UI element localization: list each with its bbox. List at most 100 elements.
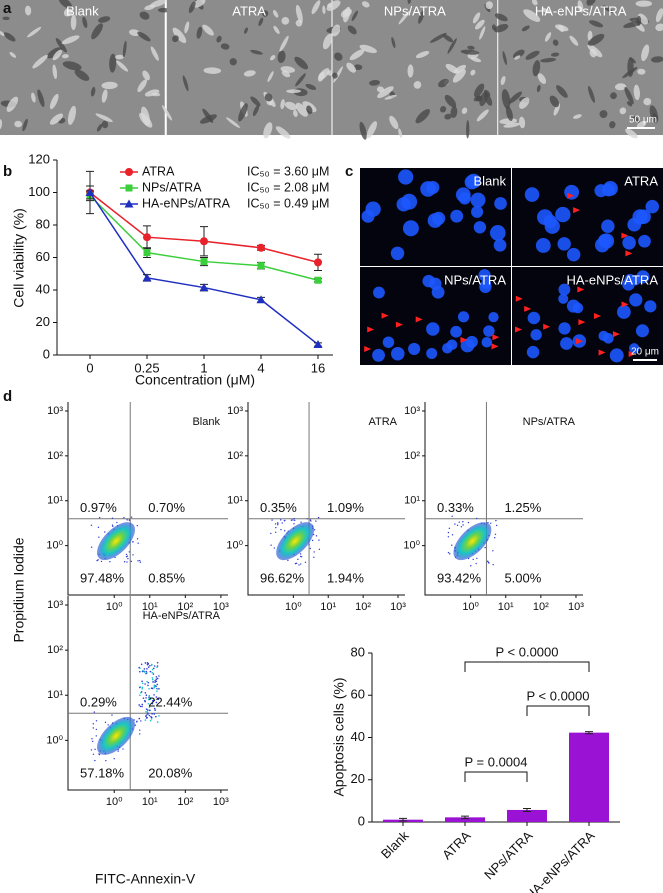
- error-bar: [523, 807, 531, 812]
- event: [318, 548, 321, 551]
- event: [495, 519, 497, 522]
- event: [147, 702, 150, 705]
- cell: [503, 122, 521, 128]
- event: [315, 520, 317, 522]
- cell: [49, 93, 59, 110]
- cell: [476, 109, 489, 122]
- nucleus: [398, 169, 414, 185]
- event: [151, 702, 154, 705]
- x-tick-label: 10³: [390, 601, 406, 613]
- cell: [550, 52, 560, 57]
- event: [153, 707, 156, 710]
- event: [150, 716, 152, 718]
- y-tick-label: 20: [36, 314, 50, 329]
- x-tick-label: 1: [200, 360, 207, 375]
- event: [95, 728, 98, 731]
- nucleus: [566, 299, 581, 313]
- nucleus: [629, 293, 643, 307]
- event: [149, 696, 151, 699]
- event: [113, 757, 115, 760]
- event: [274, 531, 277, 534]
- cell: [384, 94, 397, 100]
- event: [109, 561, 111, 563]
- nucleus: [466, 173, 481, 189]
- cell: [643, 97, 652, 106]
- arrowhead: [577, 286, 585, 293]
- y-tick-label: 0: [43, 346, 50, 361]
- nucleus: [494, 197, 507, 210]
- quadrant-percent: 0.33%: [437, 500, 474, 515]
- cell: [22, 118, 28, 132]
- micrograph-label: HA-eNPs/ATRA: [567, 272, 659, 287]
- cell: [101, 120, 109, 129]
- event: [274, 523, 277, 525]
- event: [293, 519, 296, 522]
- micrograph-label: HA-eNPs/ATRA: [535, 3, 627, 18]
- cell: [636, 15, 642, 26]
- arrowhead: [573, 207, 581, 214]
- event: [92, 723, 94, 725]
- event: [148, 714, 151, 717]
- cell: [500, 76, 506, 85]
- nucleus: [566, 247, 581, 262]
- cell: [637, 13, 649, 25]
- event: [295, 562, 298, 565]
- event: [117, 750, 119, 752]
- cell: [27, 26, 42, 38]
- cell: [418, 10, 425, 24]
- axis: [67, 402, 228, 596]
- cell: [347, 25, 357, 35]
- event: [495, 524, 498, 527]
- event: [151, 678, 154, 681]
- cell: [346, 62, 356, 73]
- cell: [635, 0, 653, 7]
- cell: [55, 38, 67, 53]
- quadrant-percent: 5.00%: [504, 570, 541, 585]
- event: [144, 662, 147, 664]
- event: [92, 753, 95, 756]
- event: [298, 564, 300, 566]
- event: [155, 715, 157, 718]
- event: [158, 715, 160, 717]
- marker: [257, 243, 265, 252]
- event: [90, 524, 93, 527]
- event: [92, 727, 94, 729]
- event: [275, 526, 277, 529]
- cell: [58, 0, 73, 9]
- x-tick-label: 10⁰: [106, 601, 123, 613]
- cell: [472, 12, 481, 24]
- event: [447, 536, 450, 538]
- event: [280, 528, 282, 531]
- nucleus: [598, 233, 615, 249]
- cell: [98, 16, 111, 23]
- x-tick-label: 10³: [568, 601, 584, 613]
- cell: [501, 89, 511, 109]
- event: [315, 535, 318, 537]
- cell: [61, 35, 80, 45]
- event: [449, 553, 451, 555]
- event: [139, 691, 142, 694]
- cell: [142, 70, 150, 81]
- event: [96, 559, 98, 562]
- cell: [317, 71, 325, 82]
- event: [156, 690, 158, 692]
- x-tick-label: 10³: [213, 796, 229, 808]
- cell: [284, 101, 298, 111]
- cell: [295, 73, 306, 87]
- cell: [188, 1, 196, 14]
- event: [111, 524, 114, 526]
- micrograph-label: Blank: [66, 3, 99, 18]
- event: [111, 714, 113, 716]
- event: [492, 550, 494, 552]
- cell: [366, 121, 377, 139]
- cell: [624, 87, 634, 105]
- cell: [474, 83, 485, 98]
- cell: [499, 118, 518, 125]
- event: [155, 676, 158, 678]
- event: [460, 526, 463, 528]
- event: [141, 669, 144, 672]
- event: [143, 668, 146, 670]
- event: [137, 542, 139, 544]
- cell: [115, 54, 124, 60]
- x-tick-label: 10²: [177, 601, 193, 613]
